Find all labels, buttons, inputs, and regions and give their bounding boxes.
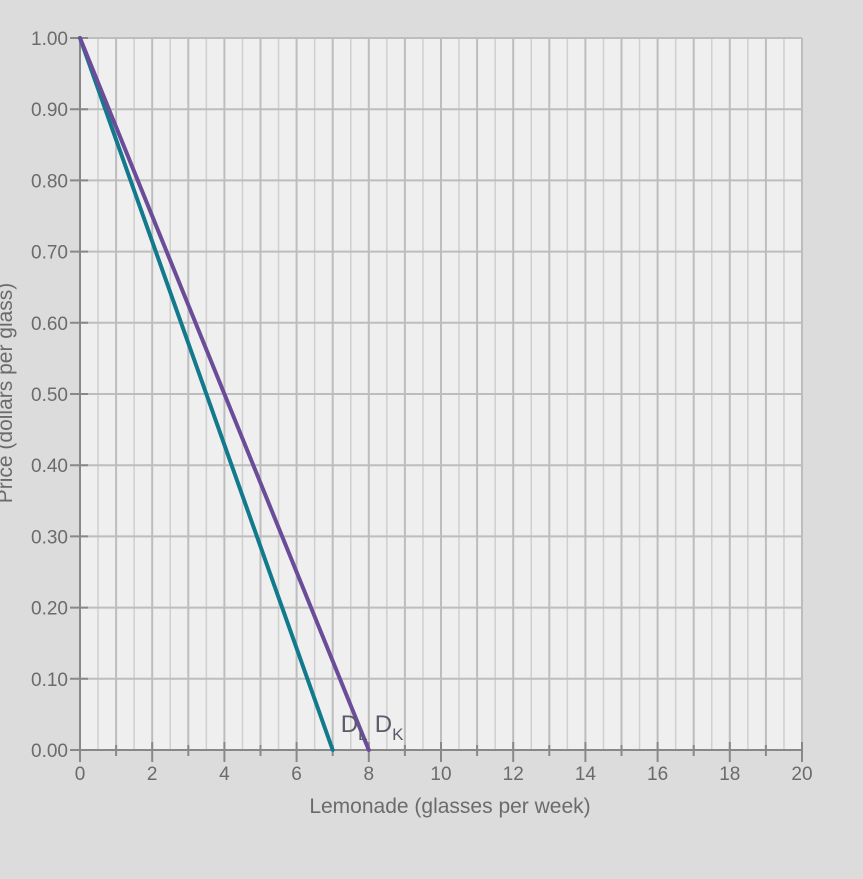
axes <box>70 37 803 762</box>
x-tick-label: 20 <box>791 764 812 785</box>
x-tick-label: 8 <box>364 764 375 785</box>
x-tick-label: 18 <box>719 764 740 785</box>
x-tick-label: 2 <box>147 764 158 785</box>
series-label-main: D <box>375 711 392 738</box>
y-tick-label: 0.70 <box>31 243 68 264</box>
y-tick-label: 0.10 <box>31 670 68 691</box>
x-tick-label: 14 <box>575 764 597 785</box>
y-tick-label: 0.80 <box>31 171 68 192</box>
series-label-dl: DL <box>341 711 368 744</box>
y-tick-label: 0.60 <box>31 314 68 335</box>
y-axis-title: Price (dollars per glass) <box>0 283 17 504</box>
tick-labels: 0.00 0.10 0.20 0.30 0.40 0.50 0.60 0.70 0.80 0.90… <box>31 29 813 785</box>
series-label-subscript: L <box>358 725 367 744</box>
y-tick-label: 0.00 <box>31 741 68 762</box>
x-tick-label: 10 <box>430 764 451 785</box>
y-tick-label: 0.90 <box>31 100 68 121</box>
x-tick-label: 0 <box>75 764 86 785</box>
series-label-dk: DK <box>375 711 404 744</box>
x-tick-label: 4 <box>219 764 230 785</box>
series-label-subscript: K <box>392 725 404 744</box>
x-tick-label: 16 <box>647 764 668 785</box>
y-tick-label: 0.20 <box>31 599 68 620</box>
y-tick-label: 1.00 <box>31 29 68 50</box>
series-labels: DL DK <box>341 711 404 744</box>
series-line-dl <box>78 36 335 752</box>
x-tick-label: 6 <box>291 764 302 785</box>
x-axis-title: Lemonade (glasses per week) <box>309 795 590 818</box>
y-tick-label: 0.40 <box>31 456 68 477</box>
y-tick-label: 0.50 <box>31 385 68 406</box>
series-lines <box>78 36 371 752</box>
x-tick-label: 12 <box>503 764 524 785</box>
grid <box>79 37 803 751</box>
series-line-dk <box>78 36 371 752</box>
y-tick-label: 0.30 <box>31 527 68 548</box>
series-label-main: D <box>341 711 358 738</box>
